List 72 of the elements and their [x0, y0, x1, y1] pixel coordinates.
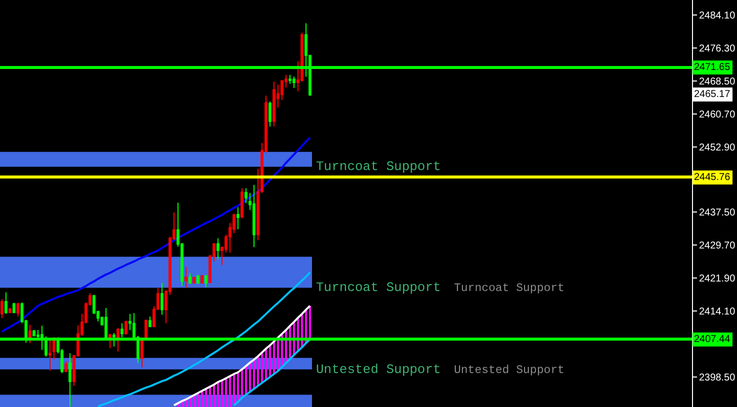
bar	[265, 348, 267, 380]
candlestick	[244, 188, 248, 204]
bar	[233, 374, 235, 406]
y-tick-label: 2414.10	[699, 306, 736, 318]
candlestick	[204, 274, 208, 288]
bar	[205, 388, 207, 407]
line-series	[173, 304, 311, 406]
annotation: Turncoat Support	[454, 282, 564, 295]
candlestick	[288, 74, 292, 84]
candlestick	[236, 206, 240, 230]
y-tick-label: 2452.90	[699, 142, 736, 154]
bar	[201, 390, 203, 407]
annotation: Untested Support	[454, 364, 564, 377]
band-label: Turncoat Support	[316, 159, 441, 174]
y-tick-label: 2421.90	[699, 273, 736, 284]
candlestick	[160, 282, 164, 316]
candlestick	[252, 184, 256, 248]
band-label: Turncoat Support	[316, 280, 441, 295]
candlestick	[216, 238, 220, 260]
bar	[237, 372, 239, 402]
line-series	[233, 338, 311, 406]
candlestick	[4, 292, 8, 314]
candlestick	[68, 352, 72, 407]
bar	[269, 345, 271, 377]
candlestick	[268, 101, 272, 127]
bar	[309, 306, 311, 340]
candlestick	[0, 298, 4, 319]
candlestick	[184, 266, 188, 289]
bar	[241, 369, 243, 398]
bar	[245, 366, 247, 395]
candlestick	[64, 360, 68, 373]
candlestick	[292, 76, 296, 88]
bar	[261, 352, 263, 383]
bar	[249, 362, 251, 392]
line-series	[97, 271, 311, 407]
candlestick	[240, 188, 244, 219]
candlestick	[192, 276, 196, 284]
candlestick	[12, 302, 16, 314]
y-tick-label: 2468.50	[699, 76, 736, 88]
ref-line-label: 2407.44	[694, 334, 731, 345]
candlestick	[148, 316, 152, 328]
bar	[229, 376, 231, 407]
bar	[221, 380, 223, 407]
candlestick	[116, 328, 120, 352]
y-tick-label: 2437.50	[699, 207, 736, 218]
candlestick	[124, 320, 128, 336]
candlestick	[16, 302, 20, 317]
line-series	[1, 136, 311, 333]
bar	[213, 384, 215, 407]
ref-line-label: 2471.65	[694, 62, 731, 73]
candlestick	[8, 308, 12, 314]
y-tick-label: 2460.70	[699, 109, 736, 120]
bar	[217, 382, 219, 407]
bar	[273, 341, 275, 374]
y-tick-label: 2398.50	[699, 372, 736, 384]
ref-line-label: 2445.76	[694, 172, 731, 183]
candlestick	[272, 81, 276, 127]
bar	[197, 393, 199, 407]
bar	[209, 386, 211, 407]
bar	[225, 378, 227, 407]
bar	[253, 360, 255, 389]
y-tick-label: 2429.70	[699, 240, 736, 252]
candlestick	[28, 324, 32, 344]
y-tick-label: 2476.30	[699, 43, 736, 54]
candlestick	[196, 274, 200, 284]
candlestick	[188, 272, 192, 284]
bar	[257, 356, 259, 386]
band-label: Untested Support	[316, 362, 441, 377]
y-tick-label: 2484.10	[699, 10, 736, 22]
annotation: 2465.17	[694, 89, 731, 100]
candlestick	[48, 339, 52, 372]
candlestick	[200, 274, 204, 284]
